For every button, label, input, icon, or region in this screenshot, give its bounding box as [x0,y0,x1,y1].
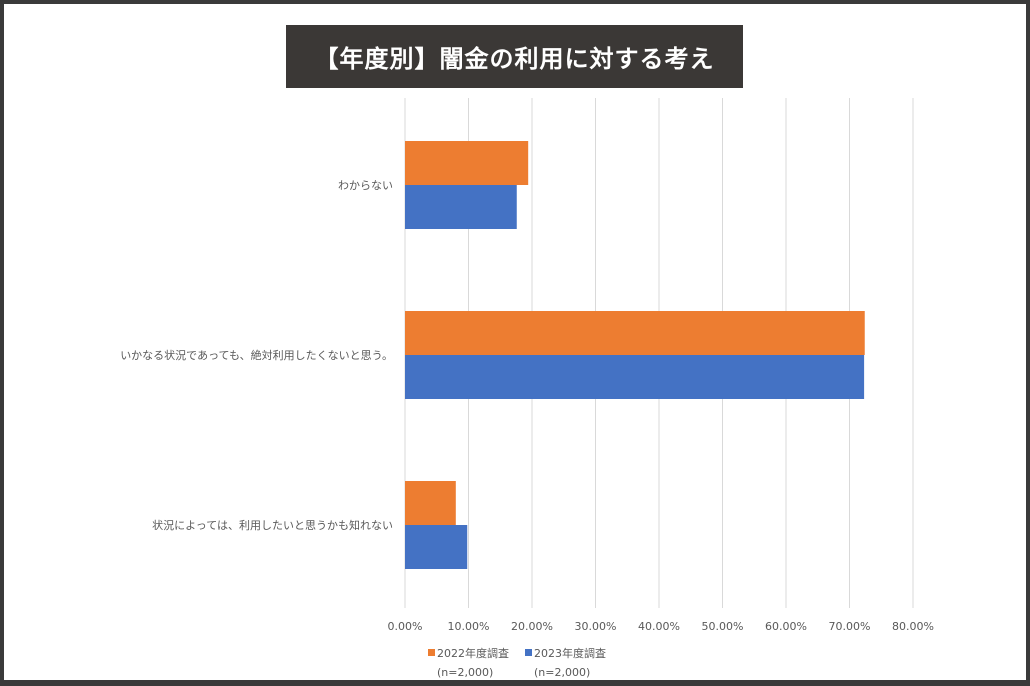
x-tick-label: 70.00% [829,620,871,633]
bar-2023 [405,185,517,229]
bar-2022 [405,481,456,525]
legend-label: 2023年度調査 [534,646,606,660]
x-tick-label: 20.00% [511,620,553,633]
category-label: わからない [338,179,393,192]
x-tick-label: 60.00% [765,620,807,633]
bar-2022 [405,141,529,185]
legend-swatch [525,649,532,656]
chart-title: 【年度別】闇金の利用に対する考え [286,25,743,88]
category-label: いかなる状況であっても、絶対利用したくないと思う。 [120,348,393,362]
legend-note: (n=2,000) [437,666,493,679]
x-tick-label: 40.00% [638,620,680,633]
legend-note: (n=2,000) [534,666,590,679]
x-tick-label: 30.00% [575,620,617,633]
legend-label: 2022年度調査 [437,646,509,660]
x-tick-label: 0.00% [388,620,423,633]
category-label: 状況によっては、利用したいと思うかも知れない [152,518,393,532]
legend-swatch [428,649,435,656]
bar-2023 [405,355,865,399]
x-tick-label: 10.00% [448,620,490,633]
bar-2022 [405,311,865,355]
bar-2023 [405,525,468,569]
x-tick-label: 50.00% [702,620,744,633]
x-tick-label: 80.00% [892,620,934,633]
